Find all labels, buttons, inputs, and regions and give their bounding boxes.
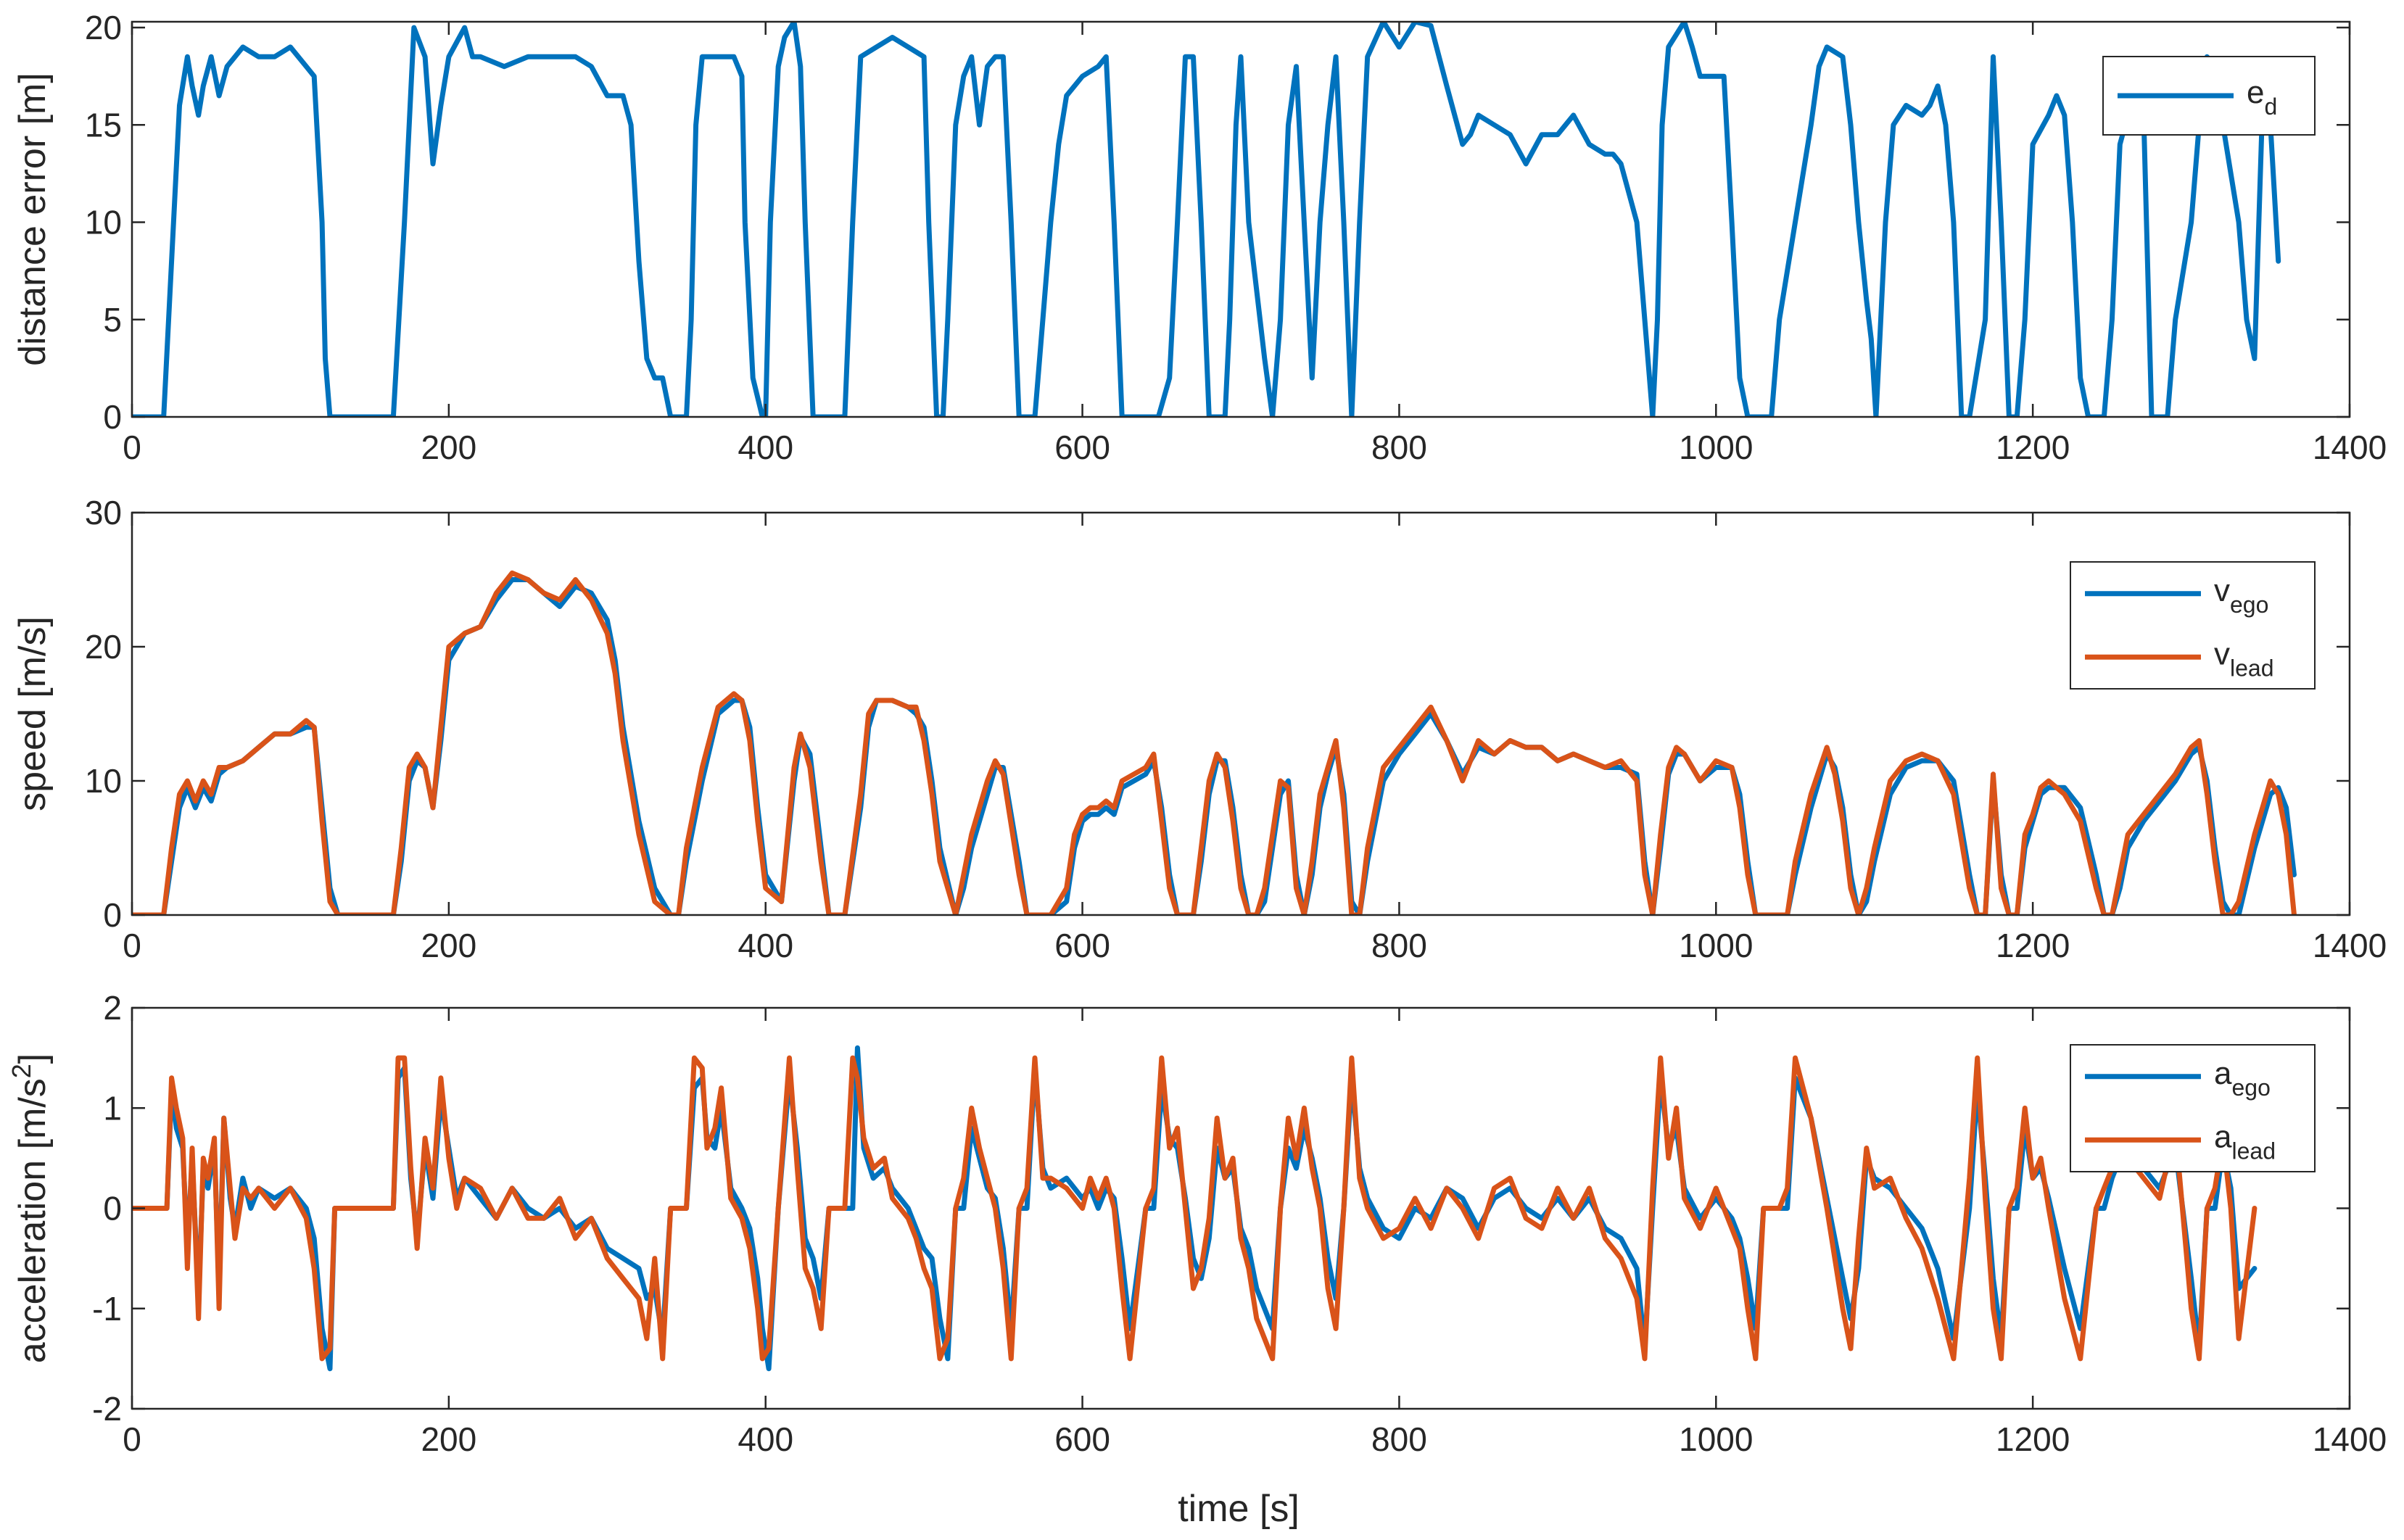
acceleration-xtick-label: 800 (1371, 1420, 1427, 1458)
acceleration-ytick-label: 1 (103, 1089, 122, 1127)
distance-error-xtick-label: 1200 (1996, 429, 2070, 466)
speed-ytick-label: 30 (85, 494, 122, 531)
speed-legend-label-ego: vego (2214, 573, 2268, 618)
speed-axes-frame (131, 511, 2351, 916)
speed-series-lead-line (132, 570, 2297, 915)
distance-error-xtick-label: 1400 (2313, 429, 2387, 466)
distance-error-xtick-label: 200 (421, 429, 476, 466)
distance-error-legend-label-d: ed (2247, 75, 2277, 120)
acceleration-ytick-label: -2 (92, 1390, 122, 1428)
distance-error-y-axis-label: distance error [m] (12, 73, 54, 366)
acceleration-series-lead-line (132, 1055, 2258, 1362)
speed-y-axis-label: speed [m/s] (12, 616, 54, 811)
distance-error-xtick-label: 0 (123, 429, 141, 466)
speed-legend-label-lead: vlead (2214, 636, 2274, 681)
distance-error-ytick-label: 15 (85, 106, 122, 144)
speed-xtick-label: 400 (738, 927, 793, 964)
speed-xtick-label: 1000 (1679, 927, 1753, 964)
x-axis-label: time [s] (1178, 1488, 1300, 1530)
speed-xtick-label: 800 (1371, 927, 1427, 964)
acceleration-xtick-label: 1400 (2313, 1420, 2387, 1458)
speed-ytick-label: 10 (85, 762, 122, 800)
speed-legend-box (2070, 561, 2316, 690)
distance-error-ytick-label: 5 (103, 301, 122, 339)
acceleration-legend: aego alead (2070, 1044, 2316, 1172)
distance-error-xtick-label: 1000 (1679, 429, 1753, 466)
distance-error-legend: ed (2102, 56, 2316, 136)
speed-legend: vego vlead (2070, 561, 2316, 690)
speed-subplot: 0 200 400 600 800 1000 1200 1400 0 10 20 30 speed [m… (12, 494, 2387, 964)
acceleration-legend-label-ego: aego (2214, 1056, 2271, 1101)
speed-xtick-label: 1200 (1996, 927, 2070, 964)
speed-xtick-label: 0 (123, 927, 141, 964)
distance-error-xtick-label: 400 (738, 429, 793, 466)
distance-error-axes-frame (131, 20, 2351, 418)
acceleration-legend-box (2070, 1044, 2316, 1172)
distance-error-subplot: 0 200 400 600 800 1000 1200 1400 0 5 10 15 20 distanc… (12, 9, 2387, 466)
distance-error-ytick-label: 0 (103, 398, 122, 436)
speed-ytick-label: 20 (85, 628, 122, 666)
distance-error-ytick-label: 20 (85, 9, 122, 46)
acceleration-ytick-label: 2 (103, 989, 122, 1027)
acceleration-subplot: 0 200 400 600 800 1000 1200 1400 -2 -1 0 1 2 accelera… (7, 989, 2387, 1458)
acceleration-xtick-label: 1200 (1996, 1420, 2070, 1458)
acceleration-xtick-label: 200 (421, 1420, 476, 1458)
distance-error-ytick-label: 10 (85, 204, 122, 241)
distance-error-xtick-label: 800 (1371, 429, 1427, 466)
acceleration-ytick-label: -1 (92, 1290, 122, 1328)
speed-xtick-label: 200 (421, 927, 476, 964)
speed-ytick-label: 0 (103, 896, 122, 934)
acceleration-xtick-label: 600 (1054, 1420, 1110, 1458)
acceleration-ytick-label: 0 (103, 1190, 122, 1228)
speed-xtick-label: 1400 (2313, 927, 2387, 964)
speed-xtick-label: 600 (1054, 927, 1110, 964)
distance-error-xtick-label: 600 (1054, 429, 1110, 466)
distance-error-series-d-line (132, 22, 2281, 417)
acceleration-xtick-label: 400 (738, 1420, 793, 1458)
acceleration-xtick-label: 0 (123, 1420, 141, 1458)
acceleration-xtick-label: 1000 (1679, 1420, 1753, 1458)
acceleration-y-axis-label: acceleration [m/s2] (7, 1053, 54, 1364)
acceleration-legend-label-lead: alead (2214, 1119, 2276, 1164)
